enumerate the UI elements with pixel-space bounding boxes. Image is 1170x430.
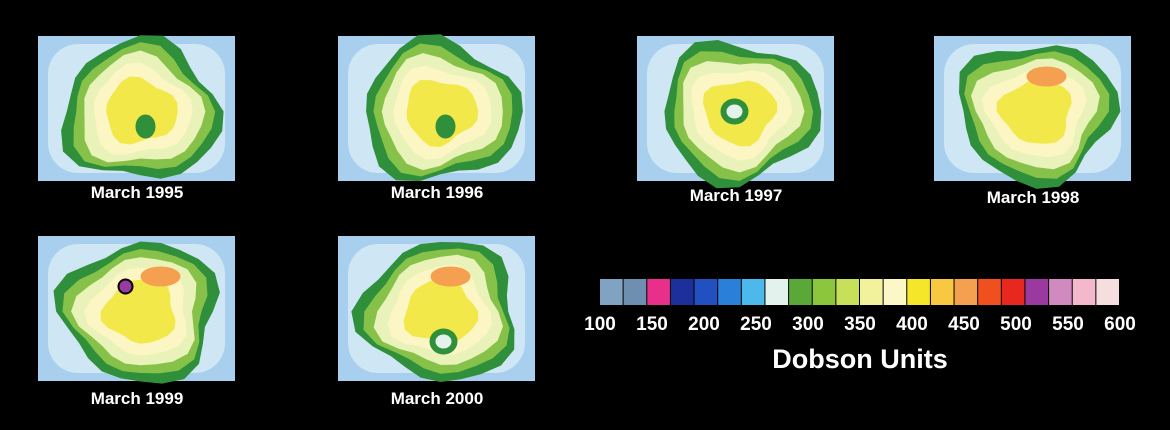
colorbar-swatch xyxy=(742,279,765,305)
colorbar-tick-label: 550 xyxy=(1052,314,1084,335)
colorbar-swatch xyxy=(1025,279,1048,305)
figure: March 1995 March 1996 March 1997 March 1… xyxy=(0,0,1170,430)
colorbar-tick-label: 600 xyxy=(1104,314,1136,335)
colorbar-swatch xyxy=(1049,279,1072,305)
colorbar-tick-label: 200 xyxy=(688,314,720,335)
colorbar-tick-label: 250 xyxy=(740,314,772,335)
map-low-core xyxy=(436,335,452,349)
colorbar-swatch xyxy=(978,279,1001,305)
map-low-core xyxy=(727,105,743,119)
panel-label: March 1998 xyxy=(987,188,1080,207)
colorbar-swatch xyxy=(671,279,694,305)
colorbar-tick-label: 300 xyxy=(792,314,824,335)
colorbar-tick-label: 100 xyxy=(584,314,616,335)
panel-label: March 1999 xyxy=(91,389,184,408)
map-low xyxy=(136,115,156,139)
colorbar-swatch xyxy=(600,279,623,305)
colorbar-swatch xyxy=(836,279,859,305)
map-high xyxy=(431,267,471,287)
map-high xyxy=(141,267,181,287)
map-low xyxy=(436,115,456,139)
colorbar-swatch xyxy=(860,279,883,305)
colorbar-label: Dobson Units xyxy=(772,344,948,374)
colorbar-swatch xyxy=(884,279,907,305)
colorbar-tick-label: 400 xyxy=(896,314,928,335)
colorbar-swatch xyxy=(1002,279,1025,305)
colorbar-tick-label: 500 xyxy=(1000,314,1032,335)
colorbar-tick-label: 150 xyxy=(636,314,668,335)
colorbar-swatch xyxy=(955,279,978,305)
colorbar-swatch xyxy=(931,279,954,305)
colorbar-swatch xyxy=(813,279,836,305)
colorbar-swatch xyxy=(1073,279,1096,305)
panel-label: March 1995 xyxy=(91,183,184,202)
colorbar-tick-label: 450 xyxy=(948,314,980,335)
map-high-core xyxy=(119,280,133,294)
colorbar-swatch xyxy=(695,279,718,305)
map-high xyxy=(1027,67,1067,87)
colorbar-tick-label: 350 xyxy=(844,314,876,335)
colorbar-swatch xyxy=(765,279,788,305)
colorbar-swatch xyxy=(624,279,647,305)
panel-label: March 1996 xyxy=(391,183,484,202)
colorbar-swatch xyxy=(789,279,812,305)
panel-label: March 1997 xyxy=(690,186,783,205)
colorbar-swatch xyxy=(907,279,930,305)
colorbar-swatch xyxy=(718,279,741,305)
panel-label: March 2000 xyxy=(391,389,484,408)
colorbar-swatch xyxy=(647,279,670,305)
colorbar-swatch xyxy=(1096,279,1119,305)
